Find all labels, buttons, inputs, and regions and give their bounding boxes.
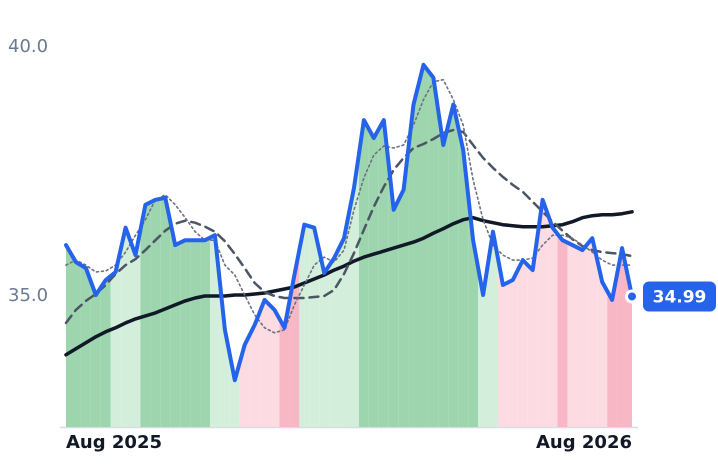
series-line — [64, 128, 634, 325]
area-strip — [488, 231, 498, 427]
area-strip — [438, 111, 449, 427]
area — [66, 64, 632, 428]
area-strip — [388, 164, 399, 427]
area-strip — [408, 84, 419, 427]
last-point — [625, 289, 639, 304]
area-strip — [617, 248, 628, 427]
area-strip — [190, 240, 201, 427]
area-strip — [110, 249, 121, 427]
area-strip — [200, 237, 210, 427]
area-strip — [587, 238, 598, 427]
area-strip — [607, 274, 618, 427]
area-strip — [209, 235, 220, 427]
area-strip — [259, 299, 270, 427]
area-strip — [170, 221, 181, 427]
area-strip — [249, 312, 260, 427]
area-strip — [458, 127, 469, 428]
area-strip — [547, 213, 558, 427]
y-tick-label: 40.0 — [8, 36, 48, 57]
area-strip — [180, 240, 191, 427]
area-strip — [130, 229, 141, 427]
area-strip — [90, 281, 101, 427]
area-strip — [269, 304, 280, 427]
x-tick-label: Aug 2026 — [536, 432, 632, 453]
area-strip — [66, 245, 71, 427]
x-tick-label: Aug 2025 — [66, 432, 162, 453]
area-strip — [597, 260, 608, 427]
area-strip — [100, 276, 111, 427]
area-strip — [567, 242, 578, 427]
y-tick-label: 35.0 — [8, 285, 48, 306]
area-strip — [448, 104, 459, 427]
area-strip — [378, 120, 389, 427]
series-line — [64, 62, 634, 383]
area-strip — [478, 263, 489, 427]
area-strip — [577, 244, 588, 427]
area-strip — [537, 199, 548, 427]
area-strip — [398, 147, 409, 427]
area-strip — [80, 265, 91, 427]
area-strip — [428, 71, 439, 428]
area-strip — [527, 234, 538, 427]
area-strip — [299, 224, 310, 427]
area-strip — [368, 129, 379, 427]
area-strip — [418, 64, 429, 427]
area-strip — [358, 120, 369, 427]
area-strip — [507, 270, 518, 427]
area-strip — [329, 248, 340, 427]
value-badge-label: 34.99 — [653, 287, 707, 307]
area-strip — [468, 195, 479, 427]
area-strip — [160, 197, 171, 427]
area-strip — [120, 227, 131, 427]
area-strip — [309, 226, 320, 427]
area-strip — [557, 233, 568, 427]
area-strip — [627, 272, 632, 427]
area-strip — [70, 253, 81, 427]
area-strip — [517, 260, 528, 427]
area-strip — [497, 258, 508, 427]
area-strip — [279, 301, 290, 427]
value-badge — [643, 281, 716, 312]
